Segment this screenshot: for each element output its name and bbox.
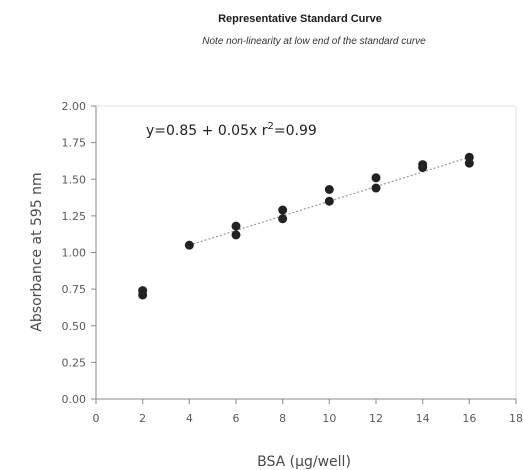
data-point <box>324 185 334 195</box>
data-points <box>138 152 474 300</box>
data-point <box>371 183 381 193</box>
data-point <box>184 240 194 250</box>
y-tick-label: 0.00 <box>62 393 87 406</box>
chart-subtitle: Note non-linearity at low end of the sta… <box>202 36 426 47</box>
data-point <box>231 230 241 240</box>
x-axis-label: BSA (µg/well) <box>257 454 351 470</box>
data-point <box>371 173 381 183</box>
x-tick-label: 18 <box>509 412 523 425</box>
y-tick-label: 1.25 <box>62 210 87 223</box>
x-tick-label: 14 <box>416 412 430 425</box>
data-point <box>278 205 288 215</box>
x-tick-label: 12 <box>369 412 383 425</box>
x-tick-label: 8 <box>279 412 286 425</box>
x-axis-ticks: 0 2 4 6 8 10 12 14 16 18 <box>93 399 523 425</box>
y-tick-label: 1.75 <box>62 137 87 150</box>
chart-title: Representative Standard Curve <box>218 13 382 25</box>
data-point <box>278 214 288 224</box>
data-point <box>324 196 334 206</box>
y-tick-label: 0.75 <box>62 283 87 296</box>
y-tick-label: 0.25 <box>62 356 87 369</box>
equation-text: y=0.85 + 0.05x r <box>146 123 268 139</box>
x-tick-label: 0 <box>93 412 100 425</box>
data-point <box>418 160 428 170</box>
x-tick-label: 6 <box>233 412 240 425</box>
data-point <box>464 152 474 162</box>
equation-exponent: 2 <box>267 121 273 132</box>
y-axis-label: Absorbance at 595 nm <box>29 172 45 331</box>
x-tick-label: 4 <box>186 412 193 425</box>
x-tick-label: 10 <box>322 412 336 425</box>
plot-area-frame <box>95 105 517 400</box>
y-tick-label: 1.50 <box>62 173 87 186</box>
equation-tail: =0.99 <box>274 123 317 139</box>
y-tick-label: 2.00 <box>62 100 87 113</box>
y-axis-ticks: 0.00 0.25 0.50 0.75 1.00 1.25 1.50 1.75 2.00 <box>62 100 96 406</box>
y-tick-label: 1.00 <box>62 247 87 260</box>
regression-equation: y=0.85 + 0.05x r2=0.99 <box>146 121 317 139</box>
x-tick-label: 2 <box>139 412 146 425</box>
data-point <box>231 221 241 231</box>
data-point <box>138 286 148 296</box>
x-tick-label: 16 <box>462 412 476 425</box>
y-tick-label: 0.50 <box>62 320 87 333</box>
